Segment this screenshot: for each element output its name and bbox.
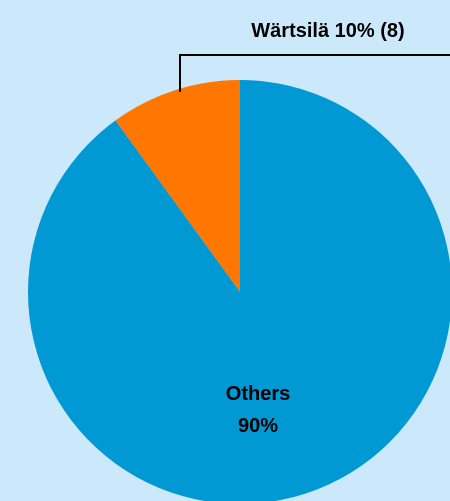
category-label: Others	[226, 383, 290, 405]
leader-line	[179, 54, 450, 92]
category-label: Wärtsilä	[251, 20, 330, 42]
pie-slice	[115, 80, 240, 292]
pie-slice	[28, 80, 450, 501]
slice-label: Wärtsilä 10% (8)	[251, 20, 404, 42]
value-label: 10% (8)	[335, 20, 405, 42]
slice-label: Others 90%	[226, 383, 290, 437]
value-label: 90%	[238, 415, 278, 437]
slices	[28, 80, 450, 501]
